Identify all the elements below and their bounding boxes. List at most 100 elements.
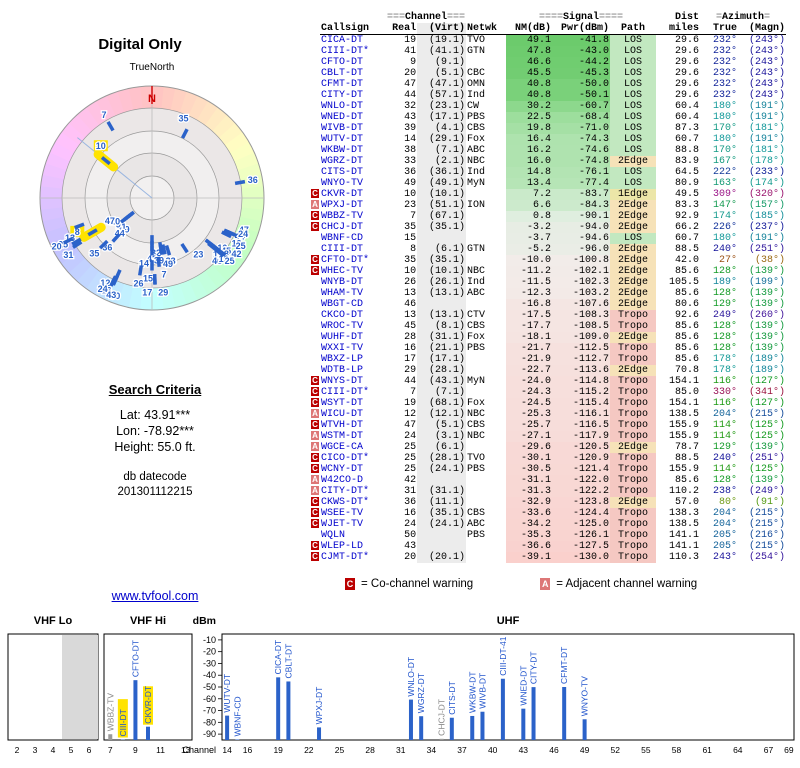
callsign-link[interactable]: WBNF-CD (321, 233, 364, 244)
co-channel-warning: C (311, 541, 319, 550)
callsign-link[interactable]: CFTO-DT (321, 57, 364, 68)
channel-tick-label: 40 (488, 745, 498, 755)
callsign-link[interactable]: CKCO-DT (321, 310, 364, 321)
signal-bar-label-group: CKVR-DT (143, 686, 153, 725)
callsign-link[interactable]: WGCE-CA (321, 442, 364, 453)
callsign-link[interactable]: WSYT-DT (321, 398, 364, 409)
callsign-link[interactable]: CICO-DT* (321, 453, 370, 464)
noise-margin: -16.8 (506, 299, 553, 310)
channel-tick-label: 6 (87, 745, 92, 755)
station-marker-label: 46 (212, 256, 222, 266)
compass-ring-segment (239, 207, 264, 223)
signal-bar-label: CITY-DT (529, 651, 539, 684)
callsign-link[interactable]: CIII-DT (321, 244, 364, 255)
channel-tick-label: 11 (156, 745, 165, 755)
callsign-link[interactable]: WBBZ-TV (321, 211, 364, 222)
signal-path: Tropo (610, 310, 657, 321)
signal-bar-label-highlight (143, 686, 153, 725)
signal-bar-label: CICA-DT (273, 640, 283, 674)
callsign-link[interactable]: WHEC-TV (321, 266, 364, 277)
callsign-link[interactable]: WTVH-DT (321, 420, 364, 431)
callsign-link[interactable]: WICU-DT (321, 409, 364, 420)
signal-path: Tropo (610, 464, 657, 475)
power-dbm: -120.5 (552, 442, 611, 453)
signal-bar-label: CKVR-DT (143, 686, 153, 724)
noise-margin: 16.2 (506, 145, 553, 156)
network (466, 233, 506, 244)
real-channel: 43 (404, 541, 417, 552)
callsign-link[interactable]: CFMT-DT (321, 79, 364, 90)
station-marker (72, 240, 83, 249)
callsign-link[interactable]: CITY-DT (321, 90, 364, 101)
callsign-link[interactable]: WBGT-CD (321, 299, 364, 310)
callsign-link[interactable]: WSTM-DT (321, 431, 364, 442)
real-channel: 32 (404, 101, 417, 112)
channel-tick-label: 16 (243, 745, 253, 755)
callsign-link[interactable]: WCNY-DT (321, 464, 364, 475)
virtual-channel (417, 541, 467, 552)
callsign-link[interactable]: WKBW-DT (321, 145, 364, 156)
callsign-link[interactable]: WSEE-TV (321, 508, 364, 519)
callsign-link[interactable]: CICA-DT (321, 35, 364, 46)
callsign-link[interactable]: CIII-DT* (321, 387, 370, 398)
callsign-link[interactable]: CBLT-DT (321, 68, 364, 79)
azimuth-true: 232° (713, 90, 738, 101)
callsign-link[interactable]: WDTB-LP (321, 365, 364, 376)
virtual-channel (417, 530, 467, 541)
distance-miles: 57.0 (675, 497, 700, 508)
callsign-link[interactable]: CJMT-DT* (321, 552, 370, 563)
north-label: N (148, 93, 156, 105)
callsign-link[interactable]: WNYO-TV (321, 178, 364, 189)
noise-margin: -21.9 (506, 354, 553, 365)
compass-ring-segment (196, 101, 219, 126)
network: ION (467, 200, 486, 211)
callsign-link[interactable]: CFTO-DT* (321, 255, 370, 266)
compass-ring-segment (55, 131, 80, 154)
tvfool-link[interactable]: www.tvfool.com (111, 589, 199, 603)
compass-ring-segment (127, 285, 143, 310)
callsign-link[interactable]: WQLN (321, 530, 346, 541)
channel-tick-label: 25 (335, 745, 345, 755)
callsign-link[interactable]: WUHF-DT (321, 332, 364, 343)
signal-bar (562, 687, 567, 740)
network (466, 354, 506, 365)
station-marker (71, 237, 82, 246)
callsign-link[interactable]: WNYS-DT (321, 376, 364, 387)
distance-miles: 83.3 (675, 200, 700, 211)
longitude-value: Lon: -78.92*** (116, 424, 194, 438)
callsign-link[interactable]: CITS-DT (321, 167, 364, 178)
distance-miles: 88.5 (675, 453, 700, 464)
callsign-link[interactable]: WGRZ-DT (321, 156, 364, 167)
callsign-link[interactable]: WIVB-DT (321, 123, 364, 134)
callsign-link[interactable]: CKWS-DT* (321, 497, 370, 508)
callsign-link[interactable]: W42CO-D (321, 475, 364, 486)
azimuth-magnetic: (260°) (749, 310, 786, 321)
callsign-link[interactable]: WUTV-DT (321, 134, 364, 145)
callsign-link[interactable]: WNYB-DT (321, 277, 364, 288)
noise-margin: -29.6 (506, 442, 553, 453)
callsign-link[interactable]: WPXJ-DT (321, 200, 364, 211)
callsign-link[interactable]: WNED-DT (321, 112, 364, 123)
callsign-link[interactable]: CHCJ-DT (321, 222, 364, 233)
callsign-link[interactable]: WJET-TV (321, 519, 364, 530)
co-channel-warning: C (311, 508, 319, 517)
callsign-link[interactable]: WBXZ-LP (321, 354, 364, 365)
station-marker-label: 50 (110, 291, 120, 301)
warning-badge-cell: C (310, 519, 320, 530)
warning-badge-cell: C (310, 211, 320, 222)
co-channel-warning: C (311, 211, 319, 220)
distance-miles: 87.3 (675, 123, 700, 134)
network: PBS (467, 530, 486, 541)
callsign-link[interactable]: CKVR-DT (321, 189, 364, 200)
callsign-link[interactable]: CIII-DT* (321, 46, 370, 57)
co-channel-badge: C (345, 578, 355, 590)
callsign-link[interactable]: WLEP-LD (321, 541, 364, 552)
compass-ring-segment (49, 141, 75, 162)
real-channel: 50 (404, 530, 417, 541)
callsign-link[interactable]: WROC-TV (321, 321, 364, 332)
callsign-link[interactable]: WNLO-DT (321, 101, 364, 112)
callsign-link[interactable]: WXXI-TV (321, 343, 364, 354)
callsign-link[interactable]: WHAM-TV (321, 288, 364, 299)
power-dbm: -74.6 (552, 145, 611, 156)
callsign-link[interactable]: CITY-DT* (321, 486, 370, 497)
